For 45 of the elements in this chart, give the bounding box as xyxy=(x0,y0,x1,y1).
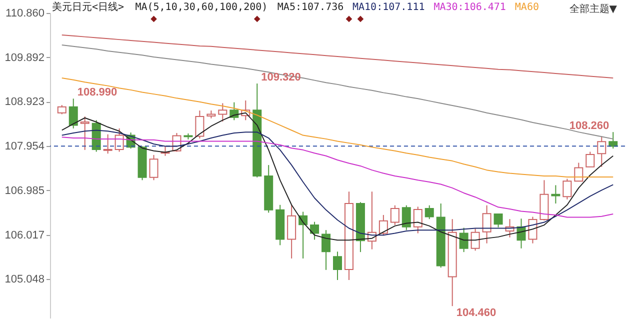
text: MA10:107.111 xyxy=(352,2,425,13)
text: MA(5,10,30,60,100,200) xyxy=(135,2,268,13)
candlestick xyxy=(574,162,584,182)
candlestick xyxy=(494,213,503,228)
line-series xyxy=(61,34,614,79)
annotation: 108.990 xyxy=(77,86,118,99)
y-tick-label: 108.923 xyxy=(4,96,44,108)
candlestick xyxy=(424,204,434,220)
text: MA5:107.736 xyxy=(277,2,344,13)
y-tick-label: 110.860 xyxy=(6,8,44,20)
annotation: 全部主题▼ xyxy=(569,3,618,15)
chart-title: 美元日元<日线> xyxy=(52,1,124,13)
y-tick-label: 105.048 xyxy=(4,274,44,286)
candlestick xyxy=(310,221,320,240)
candlestick xyxy=(149,154,158,181)
candlestick xyxy=(333,251,342,280)
candlestick xyxy=(80,116,90,150)
candlestick xyxy=(57,104,66,115)
candlestick xyxy=(402,204,411,231)
candlestick xyxy=(586,151,595,168)
candlestick xyxy=(470,228,480,252)
text: MA30:106.471 xyxy=(434,2,506,13)
annotation: 104.460 xyxy=(456,307,496,320)
y-tick-label: 106.985 xyxy=(4,184,44,197)
candlestick xyxy=(195,110,204,139)
text: MA60 xyxy=(514,2,539,13)
candlestick xyxy=(482,204,492,244)
candlestick xyxy=(378,214,388,236)
candlestick xyxy=(390,204,400,226)
y-tick-label: 107.954 xyxy=(4,140,44,153)
y-tick-label: 106.017 xyxy=(4,229,44,242)
candlestick xyxy=(103,134,112,154)
candlestick xyxy=(287,204,296,259)
y-tick-label: 109.892 xyxy=(4,52,44,64)
line-series xyxy=(61,44,614,140)
candlestick xyxy=(562,178,572,200)
candlestick xyxy=(322,230,331,270)
candlestick xyxy=(459,227,468,253)
candlestick xyxy=(413,206,422,234)
annotation: 109.320 xyxy=(261,72,301,84)
candlestick xyxy=(68,98,78,129)
annotation: 108.260 xyxy=(569,120,610,132)
candlestick xyxy=(597,136,606,168)
candlestick xyxy=(218,102,228,122)
candlestick xyxy=(608,132,618,150)
